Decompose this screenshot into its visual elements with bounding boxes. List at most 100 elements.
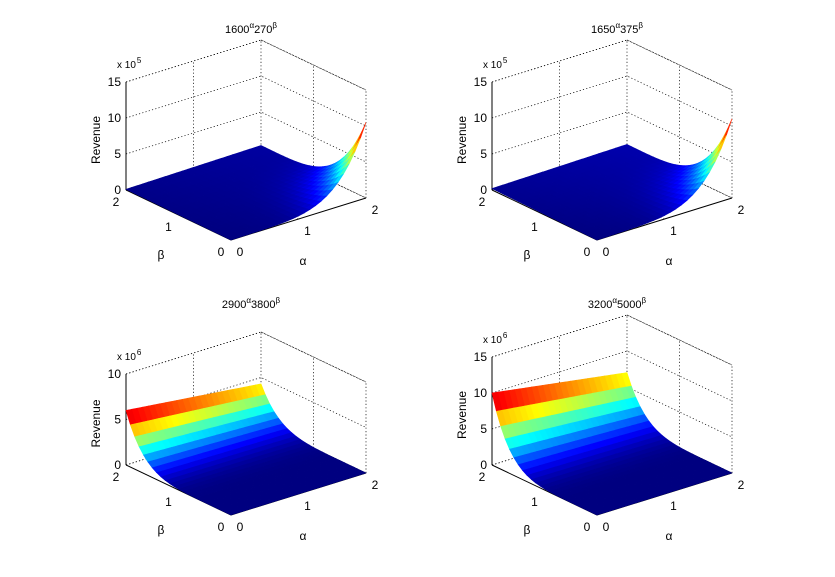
title-exp2: β bbox=[638, 21, 643, 30]
z-exponent-power: 5 bbox=[503, 56, 508, 65]
alpha-axis bbox=[596, 197, 733, 241]
alpha-axis-label: α bbox=[666, 254, 673, 268]
alpha-tick-label: 2 bbox=[372, 478, 379, 492]
surface-patch bbox=[355, 122, 367, 146]
title-exp2: β bbox=[272, 21, 277, 30]
z-exponent-base: x 10 bbox=[117, 60, 136, 71]
plot-title: 3200α5000β bbox=[588, 296, 647, 311]
z-exponent-power: 5 bbox=[137, 56, 142, 65]
z-tick-label: 10 bbox=[108, 111, 122, 125]
alpha-tick-label: 0 bbox=[603, 520, 610, 534]
beta-tick-label: 1 bbox=[165, 495, 172, 509]
alpha-tick-label: 2 bbox=[372, 203, 379, 217]
z-exponent-label: x 106 bbox=[483, 331, 508, 346]
box-edge bbox=[626, 39, 733, 91]
title-base1: 1650 bbox=[591, 24, 615, 36]
z-exponent-base: x 10 bbox=[117, 352, 136, 363]
z-tick-label: 0 bbox=[114, 458, 121, 472]
surface-mesh bbox=[125, 122, 367, 241]
z-exponent-power: 6 bbox=[503, 331, 508, 340]
beta-tick-label: 0 bbox=[218, 245, 225, 259]
alpha-tick-label: 1 bbox=[304, 499, 311, 513]
alpha-tick-label: 2 bbox=[738, 478, 745, 492]
plot-title: 1600α270β bbox=[225, 21, 277, 36]
box-edge bbox=[260, 331, 367, 383]
surface-patch bbox=[591, 510, 604, 516]
title-exp2: β bbox=[641, 296, 646, 305]
alpha-axis-label: α bbox=[300, 254, 307, 268]
alpha-axis-label: α bbox=[300, 529, 307, 543]
z-tick-label: 10 bbox=[474, 111, 488, 125]
beta-axis-label: β bbox=[524, 523, 531, 537]
title-base1: 2900 bbox=[222, 299, 246, 311]
z-axis-label: Revenue bbox=[89, 399, 103, 447]
beta-tick-label: 2 bbox=[113, 195, 120, 209]
z-axis-label: Revenue bbox=[455, 116, 469, 164]
alpha-tick-label: 2 bbox=[738, 203, 745, 217]
title-exp1: α bbox=[246, 296, 251, 305]
z-exponent-label: x 106 bbox=[117, 348, 142, 363]
beta-axis-label: β bbox=[524, 248, 531, 262]
z-tick-label: 15 bbox=[474, 350, 488, 364]
alpha-tick-label: 1 bbox=[670, 224, 677, 238]
title-base2: 3800 bbox=[251, 299, 275, 311]
surface-mesh bbox=[491, 372, 733, 516]
beta-axis-label: β bbox=[158, 523, 165, 537]
z-tick-label: 5 bbox=[114, 147, 121, 161]
z-tick-label: 15 bbox=[474, 75, 488, 89]
surface-patch bbox=[591, 235, 604, 241]
z-axis-label: Revenue bbox=[89, 116, 103, 164]
box-edge bbox=[626, 314, 733, 366]
z-exponent-label: x 105 bbox=[483, 56, 508, 71]
z-tick-label: 5 bbox=[480, 422, 487, 436]
z-exponent-label: x 105 bbox=[117, 56, 142, 71]
beta-tick-label: 1 bbox=[165, 220, 172, 234]
surface-mesh bbox=[491, 118, 733, 241]
box-edge bbox=[260, 39, 367, 91]
surface-mesh bbox=[125, 383, 367, 516]
z-tick-label: 5 bbox=[114, 413, 121, 427]
plot-title: 2900α3800β bbox=[222, 296, 281, 311]
alpha-tick-label: 0 bbox=[603, 245, 610, 259]
z-tick-label: 15 bbox=[108, 75, 122, 89]
title-base2: 375 bbox=[620, 24, 638, 36]
beta-axis-label: β bbox=[158, 248, 165, 262]
alpha-tick-label: 1 bbox=[670, 499, 677, 513]
beta-tick-label: 1 bbox=[531, 220, 538, 234]
z-axis-label: Revenue bbox=[455, 391, 469, 439]
z-gridline bbox=[125, 331, 367, 383]
z-tick-label: 0 bbox=[480, 183, 487, 197]
z-exponent-power: 6 bbox=[137, 348, 142, 357]
beta-tick-label: 2 bbox=[479, 470, 486, 484]
z-gridline bbox=[491, 314, 733, 366]
alpha-axis-label: α bbox=[666, 529, 673, 543]
z-gridline bbox=[491, 39, 733, 91]
title-base2: 5000 bbox=[617, 299, 641, 311]
z-gridline bbox=[125, 39, 367, 91]
z-tick-label: 0 bbox=[480, 458, 487, 472]
surface-patch bbox=[721, 118, 733, 144]
z-gridline bbox=[491, 75, 733, 127]
z-tick-label: 5 bbox=[480, 147, 487, 161]
title-exp1: α bbox=[615, 21, 620, 30]
beta-tick-label: 0 bbox=[584, 245, 591, 259]
beta-tick-label: 0 bbox=[218, 520, 225, 534]
plot-title: 1650α375β bbox=[591, 21, 643, 36]
beta-tick-label: 2 bbox=[113, 470, 120, 484]
title-exp1: α bbox=[249, 21, 254, 30]
title-base2: 270 bbox=[254, 24, 272, 36]
alpha-tick-label: 0 bbox=[237, 245, 244, 259]
beta-tick-label: 1 bbox=[531, 495, 538, 509]
z-exponent-base: x 10 bbox=[483, 60, 502, 71]
z-exponent-base: x 10 bbox=[483, 335, 502, 346]
beta-tick-label: 2 bbox=[479, 195, 486, 209]
z-gridline bbox=[125, 75, 367, 127]
beta-tick-label: 0 bbox=[584, 520, 591, 534]
alpha-tick-label: 0 bbox=[237, 520, 244, 534]
surface-patch bbox=[225, 510, 238, 516]
